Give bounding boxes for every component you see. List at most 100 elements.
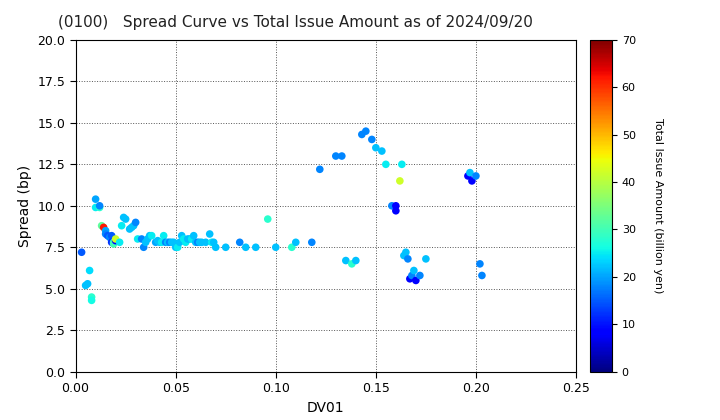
Point — [290, 239, 302, 246]
Point — [390, 202, 402, 209]
Point — [82, 281, 94, 287]
Point — [346, 260, 358, 267]
Point — [398, 252, 410, 259]
Point — [86, 297, 97, 304]
Point — [108, 241, 120, 247]
Point — [414, 272, 426, 279]
Point — [100, 231, 112, 237]
Point — [206, 239, 217, 246]
Point — [126, 224, 138, 231]
Point — [146, 232, 158, 239]
Point — [136, 236, 148, 242]
Point — [476, 272, 487, 279]
Point — [250, 244, 261, 251]
Point — [204, 231, 215, 237]
Point — [154, 239, 166, 246]
Point — [190, 239, 202, 246]
Point — [110, 236, 122, 242]
Point — [180, 239, 192, 246]
Point — [104, 234, 115, 241]
Point — [366, 136, 377, 143]
Point — [400, 249, 412, 256]
Point — [76, 249, 87, 256]
Point — [168, 239, 179, 246]
Point — [98, 224, 109, 231]
Point — [120, 216, 131, 223]
Point — [164, 239, 176, 246]
Point — [356, 131, 368, 138]
Point — [80, 282, 91, 289]
Point — [350, 257, 361, 264]
Point — [402, 255, 413, 262]
Point — [234, 239, 246, 246]
Point — [132, 236, 143, 242]
Point — [396, 161, 408, 168]
Point — [360, 128, 372, 134]
Point — [184, 236, 195, 242]
Point — [406, 272, 418, 279]
Point — [170, 244, 181, 251]
Point — [188, 232, 199, 239]
Point — [220, 244, 231, 251]
Point — [462, 173, 474, 179]
Point — [240, 244, 251, 251]
Point — [270, 244, 282, 251]
Point — [466, 178, 477, 184]
Point — [152, 237, 163, 244]
Point — [370, 144, 382, 151]
Point — [130, 219, 141, 226]
Point — [176, 232, 187, 239]
Text: (0100)   Spread Curve vs Total Issue Amount as of 2024/09/20: (0100) Spread Curve vs Total Issue Amoun… — [58, 15, 533, 30]
Point — [94, 202, 105, 209]
Point — [140, 239, 151, 246]
Point — [90, 196, 102, 202]
Point — [306, 239, 318, 246]
Point — [160, 239, 171, 246]
Point — [124, 226, 135, 232]
Point — [262, 216, 274, 223]
Point — [410, 277, 422, 284]
Point — [94, 204, 105, 211]
Point — [100, 227, 112, 234]
Point — [118, 214, 130, 221]
Point — [142, 236, 153, 242]
Point — [194, 239, 205, 246]
Point — [380, 161, 392, 168]
Point — [474, 260, 486, 267]
Point — [90, 204, 102, 211]
Point — [178, 236, 189, 242]
Point — [166, 239, 177, 246]
Point — [192, 239, 204, 246]
Point — [128, 222, 140, 229]
Point — [182, 236, 194, 242]
Point — [196, 239, 207, 246]
Point — [110, 237, 122, 244]
Point — [186, 236, 197, 242]
Point — [376, 148, 387, 155]
Point — [86, 294, 97, 300]
Point — [420, 255, 432, 262]
Point — [106, 232, 117, 239]
Point — [340, 257, 351, 264]
Point — [150, 239, 161, 246]
Point — [116, 222, 127, 229]
Point — [394, 178, 405, 184]
Point — [158, 232, 169, 239]
Point — [108, 239, 120, 246]
Point — [102, 232, 113, 239]
Point — [210, 244, 222, 251]
Point — [408, 267, 420, 274]
Point — [314, 166, 325, 173]
Y-axis label: Spread (bp): Spread (bp) — [18, 165, 32, 247]
Point — [106, 239, 117, 246]
Point — [200, 239, 212, 246]
Point — [156, 239, 168, 246]
Point — [390, 207, 402, 214]
X-axis label: DV01: DV01 — [307, 401, 345, 415]
Point — [172, 244, 184, 251]
Point — [386, 202, 397, 209]
Point — [404, 276, 415, 282]
Point — [96, 222, 107, 229]
Point — [208, 239, 220, 246]
Point — [138, 244, 150, 251]
